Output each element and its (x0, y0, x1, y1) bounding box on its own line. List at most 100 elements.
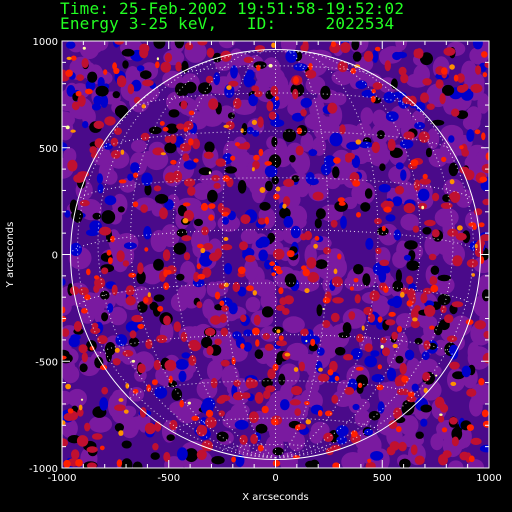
heatmap-blob (285, 49, 298, 63)
heatmap-blob (282, 128, 297, 143)
heatmap-blob (206, 345, 214, 356)
heatmap-blob (275, 186, 281, 192)
y-tick-label: 500 (39, 144, 58, 155)
heatmap-blob (404, 349, 415, 361)
heatmap-blob (66, 56, 72, 61)
heatmap-blob (362, 273, 371, 286)
heatmap-blob (89, 146, 97, 154)
heatmap-blob (322, 308, 325, 310)
heatmap-blob (479, 444, 489, 453)
heatmap-blob (467, 342, 480, 362)
heatmap-blob (385, 200, 394, 209)
heatmap-blob (370, 95, 376, 103)
heatmap-blob (243, 342, 252, 352)
heatmap-blob (396, 426, 402, 433)
heatmap-blob (330, 256, 348, 279)
heatmap-blob (260, 291, 278, 311)
heatmap-blob (451, 301, 464, 308)
heatmap-blob (464, 169, 475, 181)
heatmap-blob (440, 305, 447, 314)
heatmap-blob (302, 268, 310, 277)
heatmap-blob (123, 242, 137, 250)
heatmap-blob (352, 403, 360, 411)
heatmap-blob (360, 202, 371, 212)
heatmap-blob (103, 69, 108, 75)
heatmap-blob (271, 136, 278, 148)
heatmap-blob (330, 41, 337, 48)
heatmap-blob (340, 215, 347, 229)
heatmap-blob (137, 363, 146, 374)
heatmap-blob (387, 138, 396, 151)
x-tick-label: -1000 (47, 473, 76, 484)
heatmap-blob (211, 456, 225, 465)
heatmap-blob (197, 41, 208, 46)
heatmap-blob (219, 300, 225, 307)
heatmap-blob (259, 201, 271, 211)
heatmap-blob (470, 83, 483, 93)
heatmap-blob (121, 458, 133, 468)
heatmap-blob (201, 336, 213, 349)
heatmap-blob (367, 458, 372, 463)
heatmap-blob (230, 155, 236, 161)
heatmap-blob (176, 123, 185, 130)
heatmap-blob (355, 366, 364, 371)
heatmap-blob (293, 367, 299, 372)
heatmap-blob (210, 377, 218, 389)
heatmap-blob (354, 294, 361, 304)
heatmap-blob (173, 321, 182, 333)
heatmap-blob (459, 145, 464, 150)
heatmap-blob (423, 340, 431, 350)
heatmap-blob (309, 427, 324, 444)
heatmap-blob (64, 210, 71, 218)
heatmap-blob (410, 308, 419, 320)
heatmap-blob (240, 229, 259, 244)
heatmap-blob (164, 142, 177, 154)
heatmap-blob (198, 167, 212, 176)
heatmap-blob (441, 67, 448, 75)
heatmap-blob (121, 440, 132, 449)
heatmap-blob (171, 388, 183, 401)
heatmap-blob (91, 433, 103, 440)
heatmap-blob (392, 196, 403, 207)
heatmap-blob (420, 404, 433, 413)
heatmap-blob (334, 375, 340, 382)
heatmap-blob (377, 364, 382, 370)
heatmap-blob (156, 57, 159, 61)
heatmap-blob (295, 145, 304, 156)
heatmap-blob (370, 350, 380, 357)
heatmap-blob (73, 321, 82, 332)
heatmap-blob (484, 61, 489, 69)
heatmap-blob (175, 61, 182, 72)
heatmap-blob (377, 401, 385, 414)
heatmap-blob (81, 352, 88, 363)
heatmap-blob (284, 352, 291, 357)
heatmap-blob (434, 207, 459, 228)
heatmap-blob (172, 170, 183, 183)
heatmap-blob (233, 379, 241, 387)
heatmap-blob (137, 262, 144, 275)
heatmap-blob (343, 354, 354, 361)
heatmap-blob (313, 243, 318, 249)
heatmap-blob (298, 361, 305, 372)
heatmap-blob (125, 295, 136, 306)
heatmap-blob (218, 41, 236, 49)
heatmap-blob (214, 338, 222, 346)
heatmap-blob (120, 430, 124, 436)
heatmap-blob (382, 347, 390, 357)
heatmap-blob (77, 408, 84, 417)
heatmap-blob (456, 73, 465, 83)
heatmap-blob (217, 202, 225, 213)
heatmap-blob (257, 217, 266, 225)
heatmap-blob (394, 185, 405, 195)
heatmap-blob (228, 80, 239, 87)
heatmap-blob (252, 290, 257, 296)
heatmap-blob (122, 350, 134, 357)
heatmap-blob (419, 178, 431, 185)
heatmap-blob (300, 109, 307, 117)
heatmap-blob (244, 78, 256, 86)
heatmap-blob (393, 407, 402, 420)
heatmap-blob (270, 119, 285, 128)
heatmap-blob (93, 41, 109, 51)
heatmap-blob (182, 400, 203, 416)
heatmap-blob (131, 314, 143, 323)
